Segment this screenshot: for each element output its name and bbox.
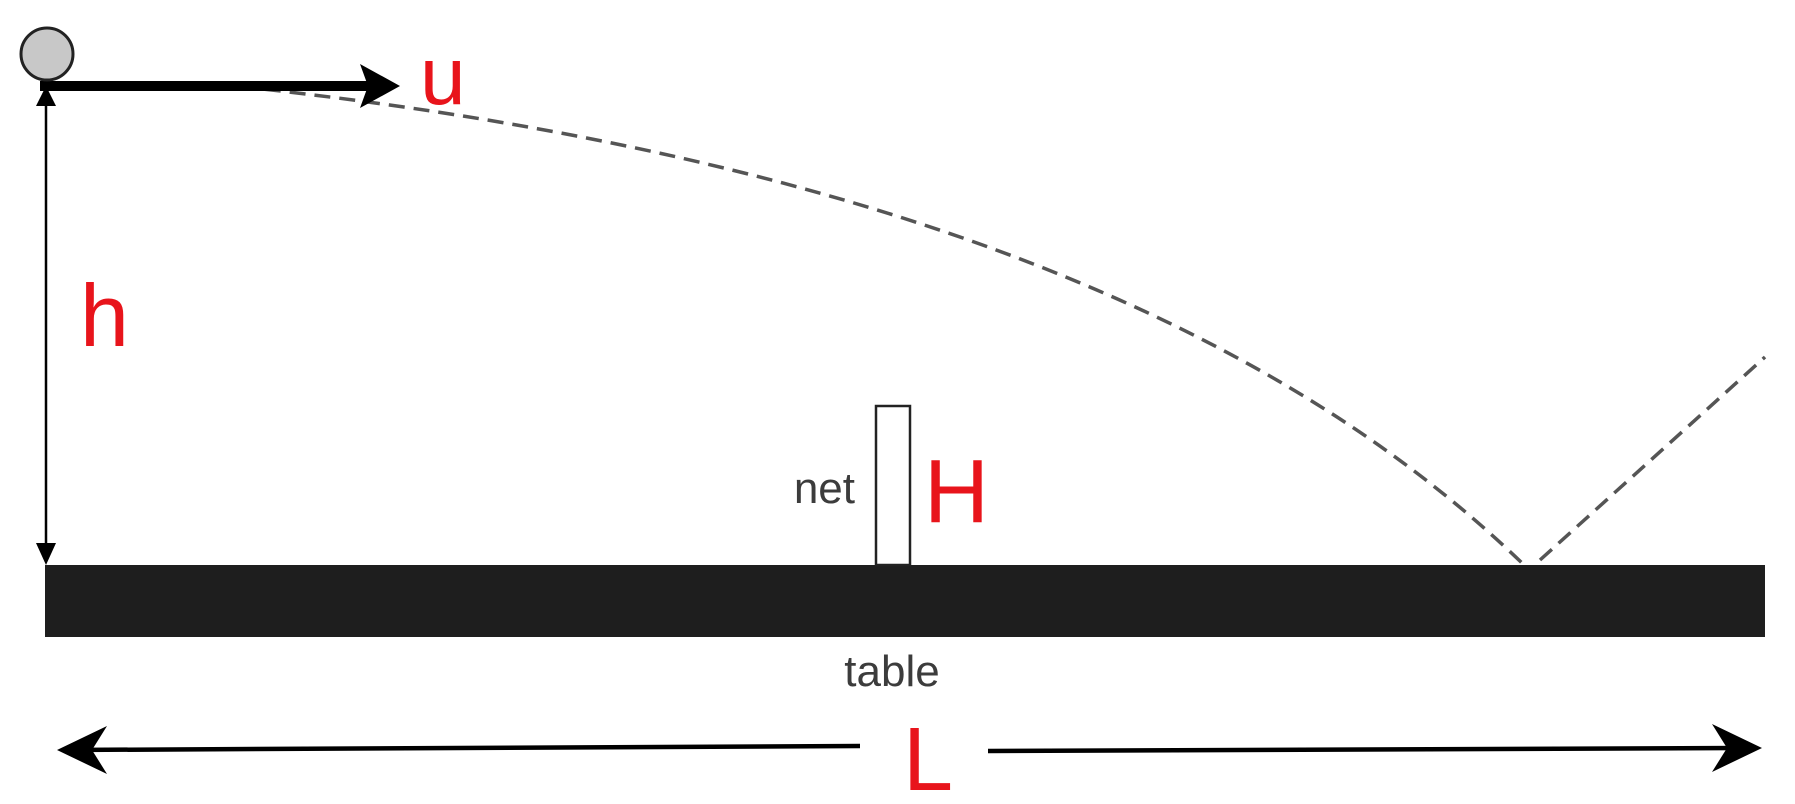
velocity-arrow-head xyxy=(360,64,400,108)
velocity-label: u xyxy=(420,31,466,122)
trajectory-curve xyxy=(214,82,1524,565)
length-label: L xyxy=(903,710,953,804)
net-height-label: H xyxy=(924,442,989,542)
height-arrow-bottom-head xyxy=(36,543,56,565)
ball xyxy=(19,26,75,82)
net xyxy=(874,404,912,567)
net-label: net xyxy=(794,464,855,513)
length-arrow-right-head xyxy=(1712,724,1762,772)
length-arrow-left-head xyxy=(57,726,107,774)
length-arrow-right xyxy=(987,745,1741,754)
height-label: h xyxy=(80,266,129,365)
table-label: table xyxy=(844,647,939,696)
height-arrow-top-head xyxy=(36,86,56,106)
length-arrow-left xyxy=(64,743,861,753)
table xyxy=(45,565,1765,637)
bounce-trajectory xyxy=(1538,355,1767,562)
